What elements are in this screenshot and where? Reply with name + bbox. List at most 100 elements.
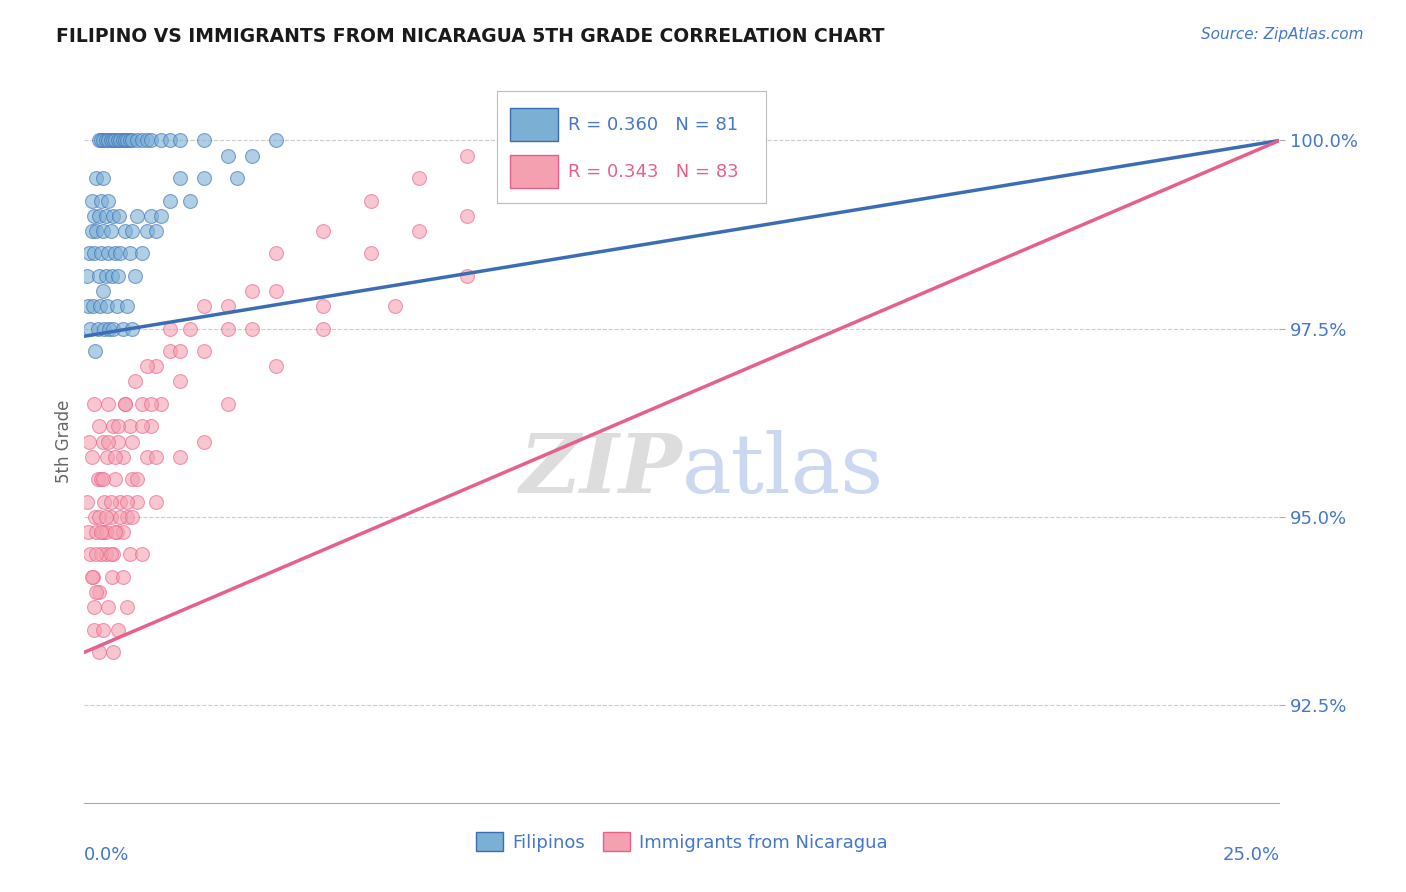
Point [97, 600, 120, 615]
Point [141, 209, 163, 223]
Point [169, 374, 191, 388]
Point [503, 133, 526, 147]
FancyBboxPatch shape [510, 155, 558, 188]
Point [125, 494, 148, 508]
Point [77, 524, 100, 539]
Point [135, 224, 157, 238]
Point [79, 548, 101, 562]
Point [100, 133, 122, 147]
Point [114, 397, 136, 411]
Point [105, 299, 128, 313]
Point [118, 548, 141, 562]
Point [93, 472, 115, 486]
Point [135, 133, 157, 147]
Text: R = 0.343   N = 83: R = 0.343 N = 83 [568, 162, 740, 181]
Text: 0.0%: 0.0% [84, 847, 129, 864]
Point [117, 299, 139, 313]
Point [77, 434, 100, 449]
Point [264, 246, 287, 260]
Point [193, 434, 215, 449]
Point [87, 509, 110, 524]
Point [97, 194, 120, 208]
Point [86, 548, 108, 562]
Point [551, 133, 574, 147]
Point [159, 344, 181, 359]
Point [93, 321, 115, 335]
Point [408, 171, 430, 186]
Point [77, 299, 100, 313]
Point [83, 509, 105, 524]
Point [94, 268, 117, 283]
Point [79, 321, 101, 335]
Point [91, 284, 114, 298]
Point [101, 268, 124, 283]
Point [125, 209, 148, 223]
Point [97, 397, 120, 411]
Point [125, 472, 148, 486]
Point [240, 284, 263, 298]
Point [94, 133, 117, 147]
Point [193, 133, 215, 147]
Point [169, 133, 191, 147]
Point [111, 524, 134, 539]
Point [131, 548, 153, 562]
Point [96, 450, 118, 464]
Point [94, 524, 117, 539]
Point [90, 548, 112, 562]
Point [312, 321, 335, 335]
Point [114, 224, 136, 238]
Point [93, 171, 115, 186]
Point [97, 434, 120, 449]
Point [111, 321, 134, 335]
Point [193, 299, 215, 313]
Point [193, 171, 215, 186]
Point [87, 268, 110, 283]
Point [76, 494, 98, 508]
Point [117, 600, 139, 615]
Text: ZIP: ZIP [519, 431, 682, 510]
Point [110, 246, 132, 260]
Point [141, 133, 163, 147]
Point [105, 524, 128, 539]
Point [86, 585, 108, 599]
Point [80, 570, 103, 584]
Point [80, 450, 103, 464]
Point [121, 224, 143, 238]
Point [87, 645, 110, 659]
Point [360, 194, 382, 208]
Point [107, 133, 129, 147]
Text: R = 0.360   N = 81: R = 0.360 N = 81 [568, 116, 738, 134]
Point [101, 419, 124, 434]
Point [104, 472, 127, 486]
Point [93, 434, 115, 449]
Point [98, 321, 121, 335]
Point [264, 284, 287, 298]
Point [100, 494, 122, 508]
Point [101, 548, 124, 562]
Point [87, 321, 110, 335]
Point [94, 509, 117, 524]
Point [107, 209, 129, 223]
Point [312, 224, 335, 238]
Point [80, 194, 103, 208]
Point [87, 419, 110, 434]
Text: 25.0%: 25.0% [1222, 847, 1279, 864]
Point [83, 209, 105, 223]
Point [384, 299, 406, 313]
Point [86, 171, 108, 186]
Point [83, 246, 105, 260]
Point [149, 209, 172, 223]
Point [145, 359, 167, 374]
Point [76, 268, 98, 283]
Point [97, 133, 120, 147]
Point [159, 194, 181, 208]
Point [408, 224, 430, 238]
Point [90, 524, 112, 539]
Point [145, 450, 167, 464]
Point [96, 299, 118, 313]
Point [226, 171, 249, 186]
Point [456, 148, 478, 162]
Point [121, 472, 143, 486]
Point [104, 133, 127, 147]
Point [101, 570, 124, 584]
